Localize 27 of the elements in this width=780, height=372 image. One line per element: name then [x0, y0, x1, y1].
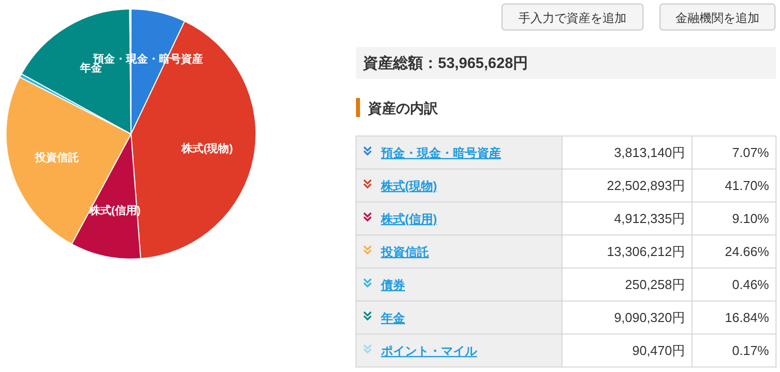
legend-label: 預金・現金・暗号資産 [380, 146, 501, 160]
text: 9.10% [732, 211, 770, 226]
data-label: 13,306,212円 [606, 244, 685, 259]
text: 24.66% [724, 244, 770, 259]
legend-title: 資産の内訳 [367, 100, 439, 116]
legend-label: 株式(信用) [380, 212, 437, 226]
text: 0.17% [732, 343, 770, 358]
legend-label: 株式(現物) [380, 179, 437, 193]
data-label: 22,502,893円 [606, 178, 685, 193]
text: 7.07% [732, 145, 770, 160]
text: 資産総額：53,965,628円 [362, 54, 528, 72]
slice-label: 投資信託 [34, 151, 80, 164]
text: 金融機関を追加 [676, 11, 760, 25]
data-label: 250,258円 [625, 277, 685, 292]
text: 41.70% [724, 178, 770, 193]
legend-label: ポイント・マイル [380, 344, 478, 358]
data-label: 90,470円 [632, 343, 685, 358]
data-label: 9,090,320円 [614, 310, 685, 325]
legend-label: 投資信託 [380, 245, 429, 259]
text: 16.84% [724, 310, 770, 325]
slice-label: 株式(現物) [180, 142, 234, 156]
text: 0.46% [732, 277, 770, 292]
data-label: 4,912,335円 [614, 211, 685, 226]
text: 手入力で資産を追加 [518, 11, 626, 25]
data-label: 3,813,140円 [614, 145, 685, 160]
legend-label: 年金 [380, 311, 406, 325]
legend-label: 債券 [380, 278, 406, 292]
